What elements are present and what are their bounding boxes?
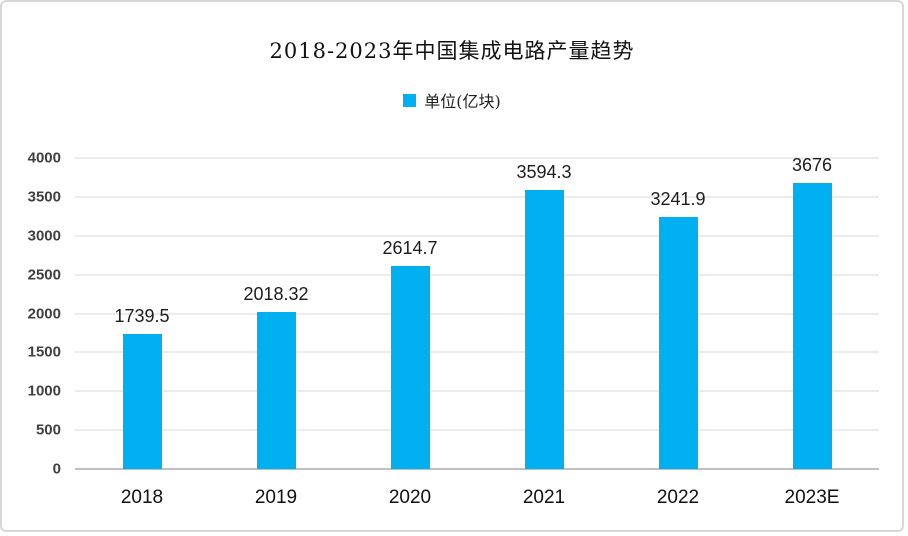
x-axis-label: 2020: [388, 487, 432, 508]
gridline: [75, 274, 879, 276]
bar-group: 1739.5: [75, 158, 209, 469]
bar-value-label: 3241.9: [650, 188, 706, 209]
gridline: [75, 429, 879, 431]
bar-group: 3241.9: [611, 158, 745, 469]
bar: [792, 183, 832, 469]
legend: 单位(亿块): [2, 88, 902, 112]
bar-group: 2018.32: [209, 158, 343, 469]
bar-group: 3676: [745, 155, 879, 469]
bar-value-label: 3594.3: [516, 161, 572, 182]
y-tick-label: 1000: [27, 382, 61, 400]
bar: [658, 216, 698, 469]
bar-value-label: 2018.32: [243, 284, 309, 305]
y-tick-label: 3000: [27, 227, 61, 245]
chart-title: 2018-2023年中国集成电路产量趋势: [269, 39, 635, 63]
plot-area: 0 500 1000 1500 2000 2500 3000 3500 4000 1739.5 2…: [28, 151, 879, 507]
y-tick-label: 4000: [27, 149, 61, 167]
bars-container: 1739.5 2018.32 2614.7 3594.3 3241.9 3676: [75, 155, 879, 469]
x-axis-label: 2023E: [784, 487, 840, 508]
gridline: [75, 235, 879, 237]
gridline: [75, 196, 879, 198]
x-axis-label: 2022: [656, 487, 700, 508]
bar: [524, 189, 564, 469]
y-tick-label: 3500: [27, 188, 61, 206]
bar: [256, 312, 296, 469]
y-tick-label: 2000: [27, 305, 61, 322]
bar: [390, 265, 430, 469]
legend-marker-icon: [403, 93, 417, 107]
x-axis-labels: 2018 2019 2020 2021 2022 2023E: [75, 488, 879, 507]
x-axis-label: 2021: [522, 487, 566, 508]
bar: [122, 333, 162, 469]
y-tick-label: 0: [52, 460, 61, 478]
gridline: [75, 157, 879, 159]
bar-group: 2614.7: [343, 158, 477, 469]
x-axis-label: 2018: [120, 487, 164, 508]
legend-label: 单位(亿块): [424, 92, 501, 111]
bar-value-label: 1739.5: [114, 305, 170, 326]
gridline: [75, 390, 879, 392]
bar-group: 3594.3: [477, 158, 611, 469]
gridline: [75, 351, 879, 353]
y-tick-label: 500: [35, 421, 61, 439]
y-tick-label: 1500: [27, 343, 61, 361]
gridline: [75, 313, 879, 314]
gridline: [75, 468, 879, 470]
bar-value-label: 2614.7: [382, 237, 438, 258]
y-tick-label: 2500: [27, 266, 61, 284]
bar-value-label: 3676: [791, 155, 833, 176]
x-axis-label: 2019: [254, 487, 298, 508]
